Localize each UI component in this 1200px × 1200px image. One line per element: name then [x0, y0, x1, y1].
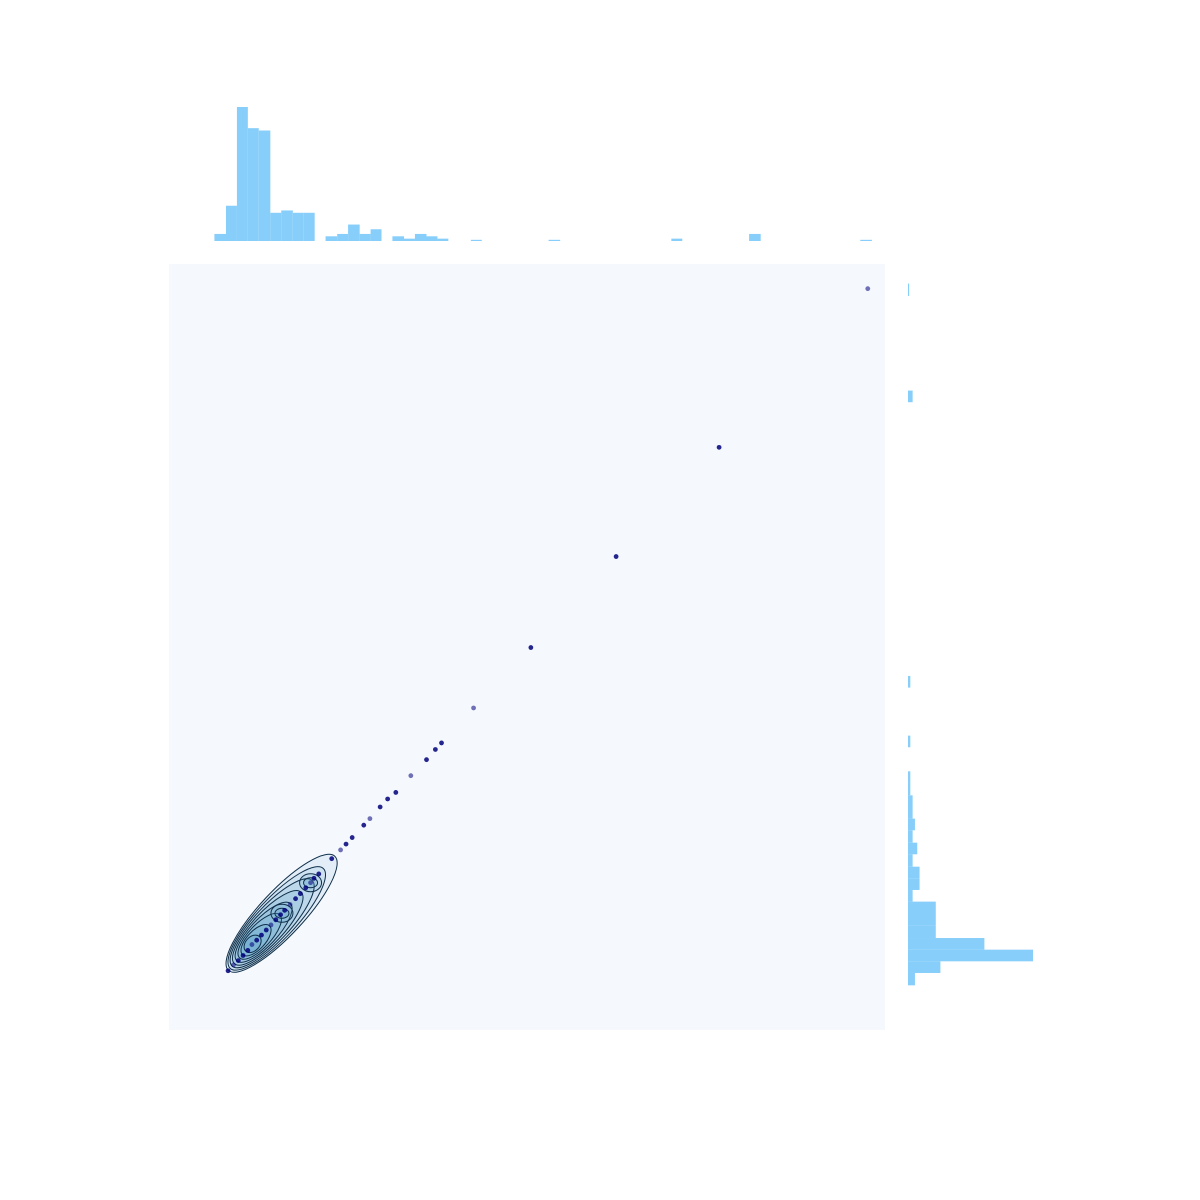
scatter-point	[278, 912, 283, 918]
x-hist-bar	[860, 239, 872, 241]
x-hist-bar	[426, 236, 438, 241]
scatter-point	[528, 645, 534, 650]
x-hist-bar	[337, 233, 349, 241]
x-hist-bar	[749, 233, 761, 241]
scatter-point	[240, 953, 246, 958]
x-hist-bar	[548, 239, 561, 241]
scatter-point	[432, 747, 438, 752]
x-hist-bar	[414, 233, 427, 241]
scatter-point	[613, 554, 619, 559]
x-hist-bar	[437, 238, 449, 241]
x-hist-bar	[671, 238, 683, 241]
x-hist-bar	[303, 212, 315, 241]
x-hist-bar	[370, 229, 382, 241]
y-hist-bar	[908, 735, 911, 748]
y-hist-bar	[908, 878, 920, 890]
y-hist-bar	[908, 830, 913, 843]
x-hist-bar	[359, 233, 371, 241]
scatter-point	[361, 822, 367, 828]
x-hist-bar	[214, 233, 227, 241]
x-hist-bar	[270, 212, 282, 241]
x-hist-bar	[404, 238, 415, 241]
x-hist-bar	[236, 107, 248, 241]
y-hist-bar	[908, 283, 910, 296]
scatter-point	[287, 902, 293, 907]
x-hist-bar	[325, 236, 338, 241]
y-hist-bar	[908, 854, 913, 867]
scatter-point	[439, 740, 444, 746]
y-hist-bar	[908, 866, 920, 879]
y-hist-bar	[908, 675, 911, 688]
scatter-point	[297, 891, 303, 897]
y-hist-bar	[908, 889, 913, 902]
y-hist-bar	[908, 842, 918, 855]
scatter-point	[231, 962, 236, 968]
y-hist-bar	[908, 914, 936, 926]
scatter-point	[329, 856, 335, 862]
scatter-point	[268, 922, 274, 928]
scatter-point	[408, 773, 414, 779]
scatter-point	[377, 804, 383, 810]
x-hist-bar	[392, 236, 405, 241]
scatter-point	[259, 932, 264, 938]
y-hist-bar	[908, 961, 941, 973]
y-hist-bar	[908, 795, 913, 807]
scatter-point	[424, 757, 429, 763]
scatter-point	[385, 796, 391, 802]
scatter-point	[282, 907, 288, 913]
y-hist-bar	[908, 771, 911, 783]
x-hist-bar	[292, 212, 304, 241]
y-hist-bar	[908, 806, 913, 819]
x-hist-bar	[258, 130, 271, 241]
scatter-point	[343, 841, 349, 847]
x-hist-bar	[470, 239, 482, 241]
y-hist-bar	[908, 972, 915, 986]
scatter-point	[273, 917, 279, 923]
scatter-point	[393, 790, 399, 795]
y-hist-bar	[908, 818, 915, 831]
scatter-point	[311, 875, 317, 881]
scatter-point	[349, 835, 355, 840]
scatter-point	[245, 948, 251, 953]
scatter-point	[308, 880, 313, 886]
scatter-points	[225, 286, 871, 974]
y-hist-bar	[908, 938, 985, 950]
scatter-point	[235, 958, 241, 963]
scatter-point	[293, 896, 298, 902]
y-hist-bar	[908, 901, 936, 914]
x-hist-bar	[226, 205, 237, 241]
scatter-point	[865, 286, 871, 292]
scatter-point	[471, 705, 476, 711]
scatter-point	[338, 847, 343, 853]
scatter-point	[263, 927, 269, 933]
y-hist-bar	[908, 390, 913, 403]
scatter-point	[367, 816, 373, 822]
x-marginal-histogram	[214, 107, 872, 241]
scatter-point	[249, 942, 255, 947]
y-hist-bar	[908, 949, 1033, 962]
x-hist-bar	[348, 224, 360, 241]
y-hist-bar	[908, 925, 936, 939]
scatter-point	[225, 968, 231, 974]
x-hist-bar	[247, 128, 259, 241]
scatter-point	[316, 871, 322, 877]
scatter-point	[716, 444, 722, 450]
y-marginal-histogram	[908, 283, 1033, 986]
scatter-point	[303, 885, 309, 891]
scatter-point	[254, 937, 260, 943]
x-hist-bar	[281, 210, 293, 241]
y-hist-bar	[908, 782, 911, 796]
